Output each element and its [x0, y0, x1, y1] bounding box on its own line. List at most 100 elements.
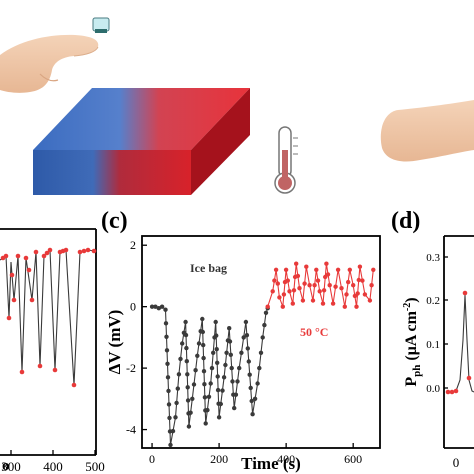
data-point [294, 261, 299, 266]
data-point [295, 273, 301, 279]
data-point [275, 281, 280, 286]
data-point [168, 442, 173, 448]
y-tick-label: 2 [130, 238, 136, 252]
data-point [232, 405, 237, 411]
data-point [323, 274, 328, 280]
data-point [211, 350, 216, 355]
data-point [208, 381, 213, 386]
y-tick-label: 0 [130, 300, 136, 314]
data-point [153, 304, 158, 309]
data-point [360, 278, 365, 283]
sensor-chip-icon [92, 17, 110, 33]
y-tick-label: -2 [126, 361, 136, 375]
panel-d-label: (d) [391, 208, 420, 234]
center-chart: 2 0 -2 -4 0 200 400 600 ΔV (mV) Time (s) Ice b… [105, 235, 381, 473]
data-point [165, 375, 171, 380]
plot-frame [141, 235, 381, 449]
data-point [327, 283, 332, 288]
data-point [265, 304, 270, 309]
left-data-point [77, 249, 83, 255]
data-point [165, 361, 170, 366]
right-x-tick-1: 0 [453, 455, 460, 470]
data-point [287, 289, 292, 294]
right-data-point [449, 389, 455, 395]
right-panel-curve [445, 290, 474, 395]
data-point [302, 281, 307, 286]
data-point [227, 339, 233, 344]
data-point [257, 365, 262, 371]
data-point [347, 267, 352, 272]
data-point [250, 412, 255, 417]
data-point [330, 301, 336, 306]
data-point [339, 286, 344, 291]
data-point [357, 264, 363, 269]
right-panel: 0.3 0.2 0.1 0.0 0 Pph (μA cm-2) [402, 235, 474, 470]
right-y-tick-2: 0.2 [426, 295, 440, 307]
data-point [214, 347, 219, 352]
data-point [215, 374, 220, 379]
data-point [344, 292, 349, 297]
data-point [167, 415, 172, 421]
data-point [352, 293, 358, 299]
data-point [237, 365, 242, 371]
data-point [272, 278, 277, 283]
hot-series [265, 261, 376, 309]
data-point [235, 379, 240, 384]
data-point [176, 372, 182, 377]
data-point [262, 322, 267, 328]
series-line [267, 263, 374, 307]
data-point [280, 304, 285, 309]
data-point [291, 288, 297, 293]
data-point [246, 359, 251, 364]
data-point [355, 291, 360, 296]
left-data-point [26, 267, 32, 273]
data-point [304, 264, 309, 269]
right-data-point [466, 375, 472, 381]
right-y-tick-3: 0.1 [426, 339, 440, 351]
data-point [191, 382, 197, 387]
x-axis-label: Time (s) [241, 454, 301, 473]
left-data-point [81, 248, 87, 254]
data-point [260, 335, 265, 340]
data-point [230, 379, 235, 384]
data-point [300, 298, 306, 303]
data-point [201, 342, 206, 348]
x-tick-label: 600 [344, 452, 362, 466]
data-point [252, 396, 258, 401]
right-y-tick-4: 0.0 [426, 383, 440, 395]
left-data-point [60, 248, 66, 254]
panel-c-label: (c) [101, 208, 128, 234]
x-tick-label: 200 [210, 452, 228, 466]
data-point [163, 321, 169, 326]
ice-bag-annotation: Ice bag [190, 261, 227, 275]
data-point [290, 301, 295, 306]
data-point [356, 277, 361, 283]
left-data-point [44, 250, 50, 256]
left-x-tick-1: 300 [1, 459, 21, 474]
data-point [325, 272, 331, 277]
data-point [216, 415, 222, 420]
data-point [214, 333, 219, 338]
left-data-point [85, 247, 91, 253]
data-point [166, 388, 171, 394]
arm-illustration [380, 100, 474, 162]
data-point [317, 289, 322, 294]
data-point [342, 304, 347, 309]
data-point [202, 395, 208, 400]
data-point [283, 267, 289, 272]
data-point [224, 350, 229, 355]
data-point [233, 392, 239, 397]
data-point [200, 316, 205, 322]
data-point [314, 267, 319, 272]
data-point [241, 335, 246, 340]
heat-block-illustration [33, 88, 250, 195]
data-point [178, 356, 183, 362]
left-data-point [71, 382, 77, 388]
y-tick-label: -4 [126, 423, 136, 437]
data-point [195, 353, 200, 358]
data-point [239, 350, 244, 355]
data-point [166, 402, 172, 407]
right-data-point [462, 290, 468, 296]
right-data-point [453, 388, 459, 394]
